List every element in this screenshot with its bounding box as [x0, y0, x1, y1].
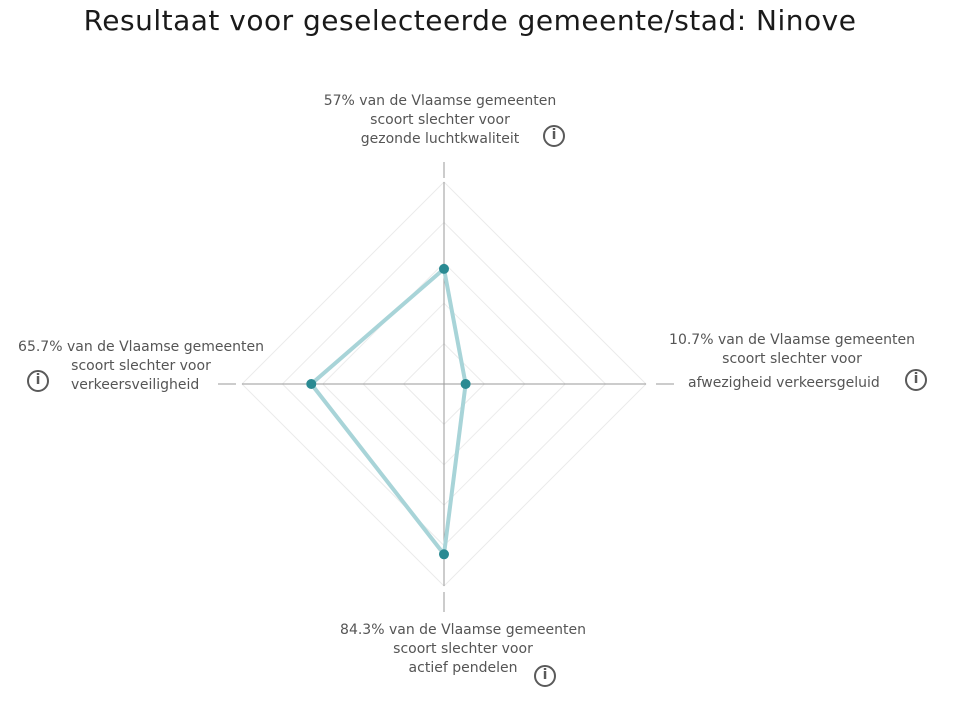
axis-label-line: 10.7% van de Vlaamse gemeenten [669, 332, 915, 348]
data-point-verkeersveiligheid [306, 379, 317, 389]
axis-label-verkeersveiligheid-line3: verkeersveiligheid [71, 377, 200, 393]
info-icon[interactable]: i [534, 665, 556, 687]
axis-label-line: scoort slechter voor [370, 112, 510, 128]
axis-label-line: scoort slechter voor [71, 358, 211, 374]
data-point-verkeersgeluid [460, 379, 471, 389]
axis-label-line: 57% van de Vlaamse gemeenten [323, 93, 557, 109]
data-point-luchtkwaliteit [439, 263, 449, 274]
info-icon[interactable]: i [905, 369, 927, 391]
data-point-pendelen [439, 549, 449, 560]
info-icon[interactable]: i [27, 370, 49, 392]
axis-label-verkeersgeluid: 10.7% van de Vlaamse gemeenten scoort sl… [642, 331, 942, 369]
page-title: Resultaat voor geselecteerde gemeente/st… [83, 4, 857, 37]
axis-label-verkeersgeluid-line3: afwezigheid verkeersgeluid [688, 375, 880, 391]
axis-label-line: actief pendelen [408, 660, 518, 676]
axis-label-line: scoort slechter voor [393, 641, 533, 657]
axis-label-line: 84.3% van de Vlaamse gemeenten [340, 622, 586, 638]
series-line [309, 266, 468, 557]
axis-label-pendelen: 84.3% van de Vlaamse gemeenten scoort sl… [313, 621, 613, 678]
axis-label-verkeersveiligheid: 65.7% van de Vlaamse gemeenten scoort sl… [0, 338, 282, 376]
axis-label-line: 65.7% van de Vlaamse gemeenten [18, 339, 264, 355]
axis-label-line: gezonde luchtkwaliteit [360, 131, 520, 147]
axis-label-luchtkwaliteit: 57% van de Vlaamse gemeenten scoort slec… [290, 92, 590, 149]
axis-label-line: scoort slechter voor [722, 351, 862, 367]
info-icon[interactable]: i [543, 125, 565, 147]
